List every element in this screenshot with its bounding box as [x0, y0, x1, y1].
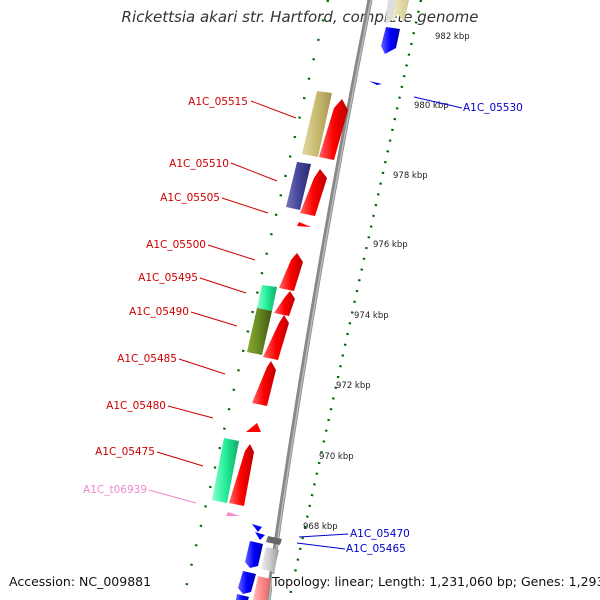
tick-label-972: 972 kbp [336, 381, 371, 391]
gene-label: A1C_05470 [350, 528, 410, 540]
gene-label: A1C_05480 [106, 400, 166, 412]
tick-label-968: 968 kbp [303, 522, 338, 532]
tick-label-970: 970 kbp [319, 452, 354, 462]
tick-label-978: 978 kbp [393, 171, 428, 181]
tick-label-976: 976 kbp [373, 240, 408, 250]
inner-tick-ring [181, 0, 330, 600]
leader-lines [148, 96, 463, 550]
reverse-genes [236, 0, 409, 600]
tick-label-974: 974 kbp [354, 311, 389, 321]
outer-tick-ring [287, 0, 423, 600]
gene-label: A1C_05515 [188, 96, 248, 108]
gene-label: A1C_05490 [129, 306, 189, 318]
gene-label: A1C_05530 [463, 102, 523, 114]
footer-accession: Accession: NC_009881 [9, 574, 152, 589]
scale-labels: 982 kbp 980 kbp 978 kbp 976 kbp 974 kbp … [303, 32, 470, 532]
feature-track-cog [212, 91, 332, 503]
genome-backbone [265, 0, 373, 600]
gene-labels-left: A1C_05515 A1C_05510 A1C_05505 A1C_05500 … [83, 96, 248, 496]
tick-label-982: 982 kbp [435, 32, 470, 42]
footer-genome-info: Topology: linear; Length: 1,231,060 bp; … [272, 574, 600, 589]
gene-label: A1C_t06939 [83, 484, 147, 496]
forward-genes [226, 99, 348, 516]
gene-label: A1C_05485 [117, 353, 177, 365]
gene-label: A1C_05505 [160, 192, 220, 204]
gene-label: A1C_05475 [95, 446, 155, 458]
tick-label-980: 980 kbp [414, 101, 449, 111]
gene-label: A1C_05495 [138, 272, 198, 284]
gene-label: A1C_05465 [346, 543, 406, 555]
gene-label: A1C_05510 [169, 158, 229, 170]
gene-label: A1C_05500 [146, 239, 206, 251]
gene-labels-right: A1C_05530 A1C_05470 A1C_05465 [346, 102, 523, 555]
